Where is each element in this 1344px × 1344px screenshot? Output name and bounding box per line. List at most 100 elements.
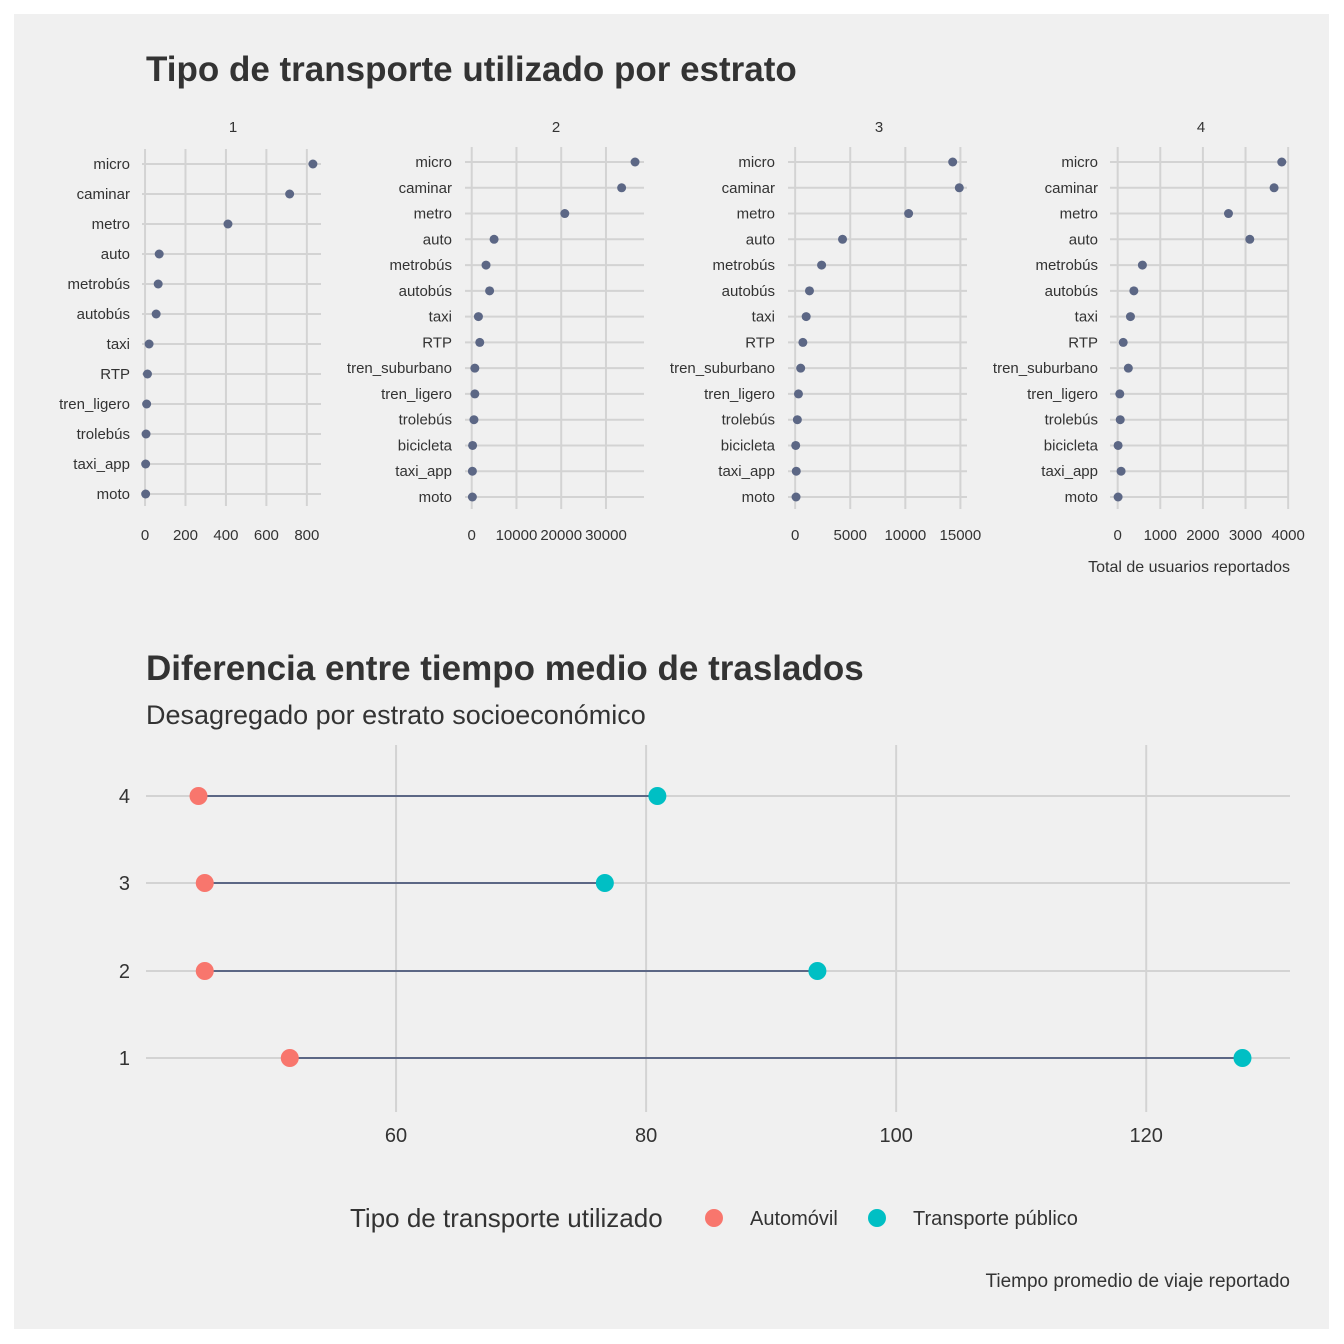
x-tick-label: 0 [468, 527, 476, 544]
data-point [1269, 183, 1279, 193]
category-label: trolebús [1045, 412, 1098, 429]
data-point [468, 440, 478, 450]
category-label: taxi_app [73, 456, 130, 473]
category-label: RTP [1068, 334, 1098, 351]
data-point [142, 369, 152, 379]
category-label: metro [414, 206, 452, 223]
category-label: tren_suburbano [670, 360, 775, 377]
facet-label-3: 3 [875, 119, 883, 136]
category-label: RTP [745, 334, 775, 351]
category-label: taxi [1075, 309, 1098, 326]
data-point [1113, 440, 1123, 450]
x-tick-label: 800 [294, 527, 319, 544]
legend-marker-automovil [705, 1209, 723, 1227]
data-point [144, 339, 154, 349]
data-point [285, 189, 295, 199]
data-point [1115, 389, 1125, 399]
chart-title-bottom: Diferencia entre tiempo medio de traslad… [146, 649, 864, 688]
data-point [195, 874, 214, 892]
x-tick-label: 10000 [884, 527, 926, 544]
data-point [560, 209, 570, 219]
category-label: trolebús [722, 412, 775, 429]
category-label: tren_ligero [704, 386, 775, 403]
data-point [481, 260, 491, 270]
data-point [475, 337, 485, 347]
x-tick-label: 5000 [834, 527, 867, 544]
data-point [791, 492, 801, 502]
category-label: auto [423, 231, 452, 248]
facet-panel-1: 0 200 400 600 800 micro caminar metro auto metrob… [59, 149, 321, 544]
data-point [1233, 1049, 1252, 1067]
x-tick-label: 0 [1113, 527, 1121, 544]
category-label: moto [97, 486, 130, 503]
category-label: moto [1065, 489, 1098, 506]
data-point [473, 312, 483, 322]
category-label: RTP [100, 366, 130, 383]
category-label: tren_ligero [1027, 386, 1098, 403]
data-point [154, 249, 164, 259]
data-point [630, 157, 640, 167]
data-point [796, 363, 806, 373]
data-point [280, 1049, 299, 1067]
x-tick-label: 200 [173, 527, 198, 544]
caption-top: Total de usuarios reportados [1088, 559, 1290, 576]
facet-label-4: 4 [1197, 119, 1205, 136]
category-label: metrobús [1035, 257, 1098, 274]
category-label: tren_suburbano [993, 360, 1098, 377]
category-label: 3 [119, 873, 130, 895]
category-label: auto [101, 246, 130, 263]
category-label: bicicleta [1044, 437, 1099, 454]
legend-title: Tipo de transporte utilizado [350, 1203, 663, 1233]
data-point [470, 363, 480, 373]
category-label: metrobús [712, 257, 775, 274]
category-label: RTP [422, 334, 452, 351]
category-label: auto [746, 231, 775, 248]
data-point [195, 962, 214, 980]
data-point [1123, 363, 1133, 373]
data-point [792, 415, 802, 425]
category-label: moto [742, 489, 775, 506]
data-point [1245, 234, 1255, 244]
data-point [648, 787, 667, 805]
category-label: metro [1060, 206, 1098, 223]
data-point [189, 787, 208, 805]
data-point [1115, 415, 1125, 425]
category-label: tren_ligero [381, 386, 452, 403]
data-point [808, 962, 827, 980]
x-tick-label: 100 [879, 1125, 912, 1147]
category-label: taxi [429, 309, 452, 326]
data-point [1116, 466, 1126, 476]
facet-panel-3: 0 5000 10000 15000 micro caminar metro auto metr… [670, 147, 981, 544]
data-point [904, 209, 914, 219]
x-tick-label: 400 [213, 527, 238, 544]
data-point [801, 312, 811, 322]
category-label: caminar [722, 180, 775, 197]
category-label: metrobús [389, 257, 452, 274]
category-label: metrobús [67, 276, 130, 293]
data-point [798, 337, 808, 347]
data-point [791, 440, 801, 450]
category-label: taxi [752, 309, 775, 326]
category-label: bicicleta [721, 437, 776, 454]
facet-panel-2: 0 10000 20000 30000 micro caminar metro auto met… [347, 147, 644, 544]
data-point [467, 492, 477, 502]
category-label: auto [1069, 231, 1098, 248]
data-point [617, 183, 627, 193]
data-point [467, 466, 477, 476]
category-label: caminar [399, 180, 452, 197]
facet-panel-4: 0 1000 2000 3000 4000 micro caminar metro auto me… [993, 147, 1305, 544]
category-label: 1 [119, 1048, 130, 1070]
category-label: autobús [399, 283, 452, 300]
x-tick-label: 4000 [1271, 527, 1304, 544]
category-label: micro [1061, 154, 1098, 171]
category-label: autobús [77, 306, 130, 323]
data-point [1137, 260, 1147, 270]
category-label: tren_ligero [59, 396, 130, 413]
data-point [595, 874, 614, 892]
x-tick-label: 30000 [585, 527, 627, 544]
x-tick-label: 120 [1130, 1125, 1163, 1147]
data-point [1129, 286, 1139, 296]
category-label: taxi_app [1041, 463, 1098, 480]
data-point [142, 399, 152, 409]
